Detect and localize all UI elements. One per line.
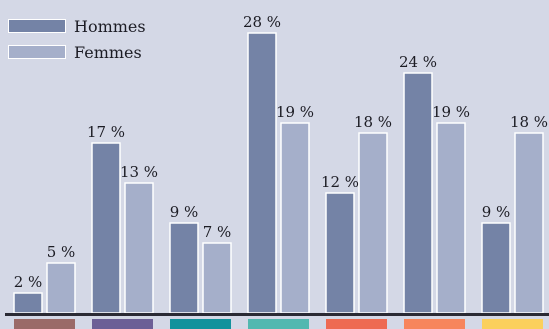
axis-baseline-segment (473, 313, 549, 316)
data-label-hommes-3: 9 % (170, 203, 199, 221)
bar-femmes-4 (280, 122, 310, 314)
legend-swatch-femmes (8, 45, 66, 59)
bar-hommes-5 (325, 192, 355, 314)
bar-hommes-3 (169, 222, 199, 314)
data-label-femmes-1: 5 % (47, 243, 76, 261)
data-label-femmes-7: 18 % (510, 113, 548, 131)
data-label-hommes-7: 9 % (482, 203, 511, 221)
data-label-femmes-4: 19 % (276, 103, 314, 121)
data-label-femmes-2: 13 % (120, 163, 158, 181)
bar-femmes-2 (124, 182, 154, 314)
bar-femmes-7 (514, 132, 544, 314)
category-tile-2 (92, 319, 153, 329)
data-label-hommes-2: 17 % (87, 123, 125, 141)
legend: Hommes Femmes (8, 17, 146, 69)
axis-baseline-segment (395, 313, 474, 316)
axis-baseline-segment (161, 313, 240, 316)
category-tile-7 (482, 319, 543, 329)
legend-item-hommes: Hommes (8, 16, 146, 36)
legend-item-femmes: Femmes (8, 42, 146, 62)
bar-hommes-7 (481, 222, 511, 314)
axis-baseline-segment (5, 313, 84, 316)
bar-femmes-6 (436, 122, 466, 314)
legend-label-hommes: Hommes (74, 16, 146, 36)
data-label-femmes-5: 18 % (354, 113, 392, 131)
data-label-hommes-4: 28 % (243, 13, 281, 31)
data-label-hommes-5: 12 % (321, 173, 359, 191)
data-label-femmes-6: 19 % (432, 103, 470, 121)
axis-baseline-segment (83, 313, 162, 316)
legend-swatch-hommes (8, 19, 66, 33)
category-tile-6 (404, 319, 465, 329)
category-tile-4 (248, 319, 309, 329)
bar-hommes-2 (91, 142, 121, 314)
axis-baseline-segment (317, 313, 396, 316)
category-tile-3 (170, 319, 231, 329)
bar-femmes-5 (358, 132, 388, 314)
bar-hommes-1 (13, 292, 43, 314)
data-label-hommes-6: 24 % (399, 53, 437, 71)
axis-baseline-segment (239, 313, 318, 316)
category-tile-5 (326, 319, 387, 329)
data-label-femmes-3: 7 % (203, 223, 232, 241)
category-tile-1 (14, 319, 75, 329)
bar-femmes-1 (46, 262, 76, 314)
bar-hommes-6 (403, 72, 433, 314)
bar-hommes-4 (247, 32, 277, 314)
data-label-hommes-1: 2 % (14, 273, 43, 291)
bar-femmes-3 (202, 242, 232, 314)
legend-label-femmes: Femmes (74, 42, 142, 62)
